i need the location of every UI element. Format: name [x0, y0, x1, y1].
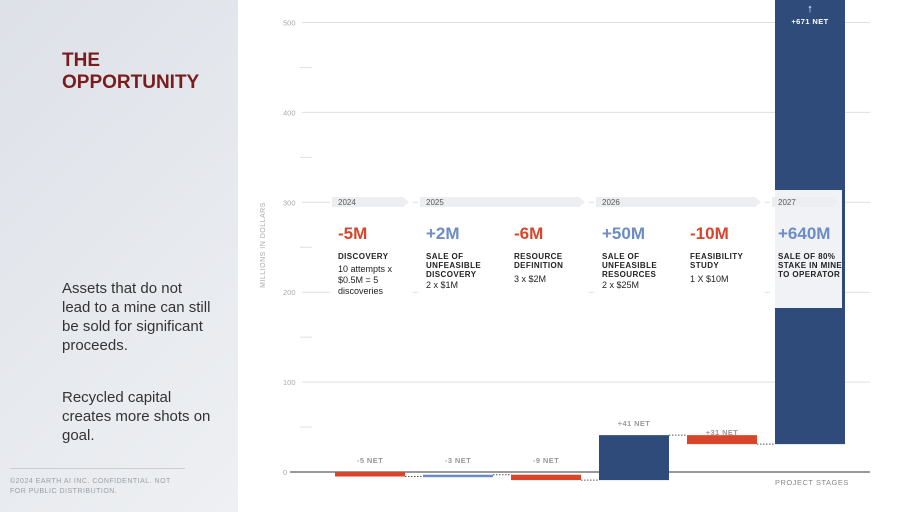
timeline-arrow	[332, 197, 409, 207]
step-detail: 2 x $1M	[426, 280, 459, 290]
y-tick-label: 0	[283, 468, 287, 477]
body-text: Assets that do not lead to a mine can st…	[62, 280, 211, 354]
bar	[599, 435, 669, 481]
y-tick-label: 500	[283, 18, 296, 27]
x-axis-label: PROJECT STAGES	[775, 478, 849, 487]
step-value: +2M	[426, 224, 460, 243]
y-axis-label: MILLIONS IN DOLLARS	[260, 202, 267, 288]
step-label: FEASIBILITY STUDY	[690, 252, 744, 270]
net-label: -5 NET	[357, 456, 383, 465]
timeline-arrow	[596, 197, 761, 207]
body-text: Recycled capital creates more shots on g…	[62, 389, 211, 444]
y-tick-label: 300	[283, 198, 296, 207]
step-label: SALE OF UNFEASIBLE DISCOVERY	[426, 252, 482, 279]
net-label: +41 NET	[618, 419, 651, 428]
net-label: -9 NET	[533, 456, 559, 465]
step-label: RESOURCE DEFINITION	[514, 252, 564, 270]
card-panel	[418, 190, 589, 308]
y-tick-label: 400	[283, 108, 296, 117]
slide-title: THE OPPORTUNITY	[62, 50, 200, 93]
year-label: 2024	[338, 198, 356, 207]
card-panel	[770, 190, 842, 308]
side-panel	[0, 0, 238, 512]
net-label: -3 NET	[445, 456, 471, 465]
year-label: 2026	[602, 198, 620, 207]
step-label: SALE OF UNFEASIBLE RESOURCES	[602, 252, 658, 279]
footer: ©2024 EARTH AI INC. CONFIDENTIAL. NOT FO…	[10, 468, 185, 497]
net-label: +671 NET	[791, 17, 828, 26]
timeline-arrow	[420, 197, 585, 207]
timeline-arrow	[772, 197, 838, 207]
step-value: +50M	[602, 224, 645, 243]
bar	[335, 472, 405, 477]
step-value: +640M	[778, 224, 831, 243]
step-detail: 1 X $10M	[690, 274, 729, 284]
y-tick-label: 200	[283, 288, 296, 297]
step-label: DISCOVERY	[338, 252, 389, 261]
bar	[687, 435, 757, 445]
step-value: -6M	[514, 224, 544, 243]
step-value: -5M	[338, 224, 368, 243]
card-panel	[330, 190, 413, 308]
year-label: 2027	[778, 198, 796, 207]
step-detail: 2 x $25M	[602, 280, 640, 290]
step-detail: 3 x $2M	[514, 274, 547, 284]
year-label: 2025	[426, 198, 444, 207]
bar	[423, 474, 493, 478]
step-label: SALE OF 80% STAKE IN MINE TO OPERATOR	[778, 252, 843, 279]
bar	[511, 474, 581, 481]
step-value: -10M	[690, 224, 729, 243]
net-label: +31 NET	[706, 428, 739, 437]
card-panel	[594, 190, 765, 308]
overflow-arrow: ↑	[807, 3, 813, 15]
y-tick-label: 100	[283, 378, 296, 387]
step-detail: 10 attempts x $0.5M = 5 discoveries	[338, 264, 393, 296]
